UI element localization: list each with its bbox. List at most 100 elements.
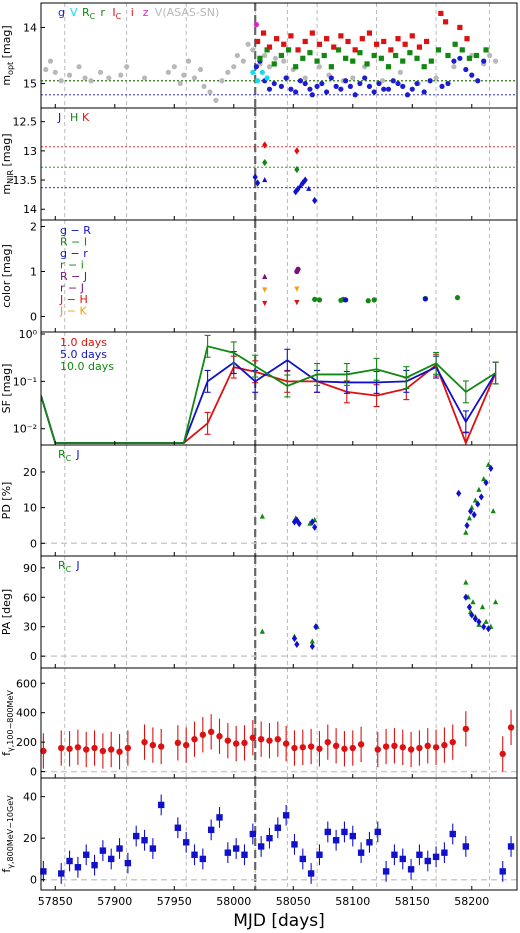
data-point: [414, 80, 420, 87]
y-tick-label: 10: [23, 502, 37, 515]
data-point: [462, 725, 470, 733]
y-tick-label: 13: [23, 145, 37, 158]
data-point: [266, 834, 273, 842]
data-point: [254, 78, 261, 84]
y-tick-label: 1: [30, 266, 37, 279]
sf-line: [41, 359, 497, 444]
data-point: [362, 75, 368, 81]
data-point: [343, 297, 349, 303]
data-point: [207, 728, 215, 736]
data-point: [466, 55, 472, 61]
data-point: [438, 10, 444, 17]
x-tick-label: 58100: [335, 895, 370, 908]
panel-pa: [41, 556, 517, 668]
data-point: [466, 603, 472, 611]
data-point: [307, 870, 315, 877]
panel-frame: [40, 219, 518, 333]
x-tick-label: 57950: [157, 895, 192, 908]
data-point: [252, 173, 258, 181]
x-tick-label: 58000: [216, 895, 251, 908]
data-point: [266, 86, 273, 92]
data-point: [224, 737, 232, 744]
data-point: [457, 55, 463, 61]
data-point: [82, 75, 88, 81]
data-point: [302, 38, 308, 45]
data-point: [378, 55, 384, 61]
data-point: [299, 744, 306, 751]
data-point: [88, 78, 94, 84]
data-point: [432, 853, 440, 861]
data-point: [118, 72, 124, 78]
data-point: [388, 47, 394, 53]
data-point: [157, 743, 165, 750]
data-point: [271, 61, 277, 67]
legend-entry: i: [131, 6, 134, 19]
data-point: [343, 78, 349, 84]
data-layer: [43, 66, 49, 73]
data-point: [381, 86, 387, 92]
data-point: [439, 83, 445, 89]
data-point: [91, 744, 98, 752]
axes-color: 0 1 2 g − RR − Ig − rr − iR − Jr − JJ − HJ …: [30, 219, 518, 333]
data-point: [281, 41, 287, 47]
legend-entry: g: [58, 6, 65, 19]
legend-entry: 5.0 days: [60, 348, 107, 361]
data-point: [293, 89, 299, 95]
data-point: [483, 47, 489, 53]
legend-entry: J − K: [59, 305, 87, 318]
y-tick-label: 20: [23, 832, 37, 845]
axes-fg2: 0 20 40: [23, 777, 518, 891]
x-tick-label: 58200: [454, 895, 489, 908]
data-point: [456, 489, 462, 497]
data-point: [407, 50, 413, 56]
x-tick-label: 58050: [276, 895, 311, 908]
data-point: [274, 735, 282, 743]
y-tick-label: 14: [23, 21, 37, 34]
data-point: [507, 843, 515, 850]
data-point: [74, 744, 82, 751]
panel-color: [64, 220, 491, 332]
data-point: [307, 50, 313, 56]
data-point: [216, 733, 223, 740]
data-point: [199, 731, 207, 738]
data-point: [201, 83, 207, 89]
data-point: [232, 740, 240, 747]
data-point: [250, 47, 256, 53]
data-point: [297, 78, 304, 84]
data-point: [278, 83, 284, 89]
data-point: [414, 55, 420, 61]
x-tick-label: 57850: [38, 895, 73, 908]
data-point: [492, 58, 499, 64]
legend-entry: r: [100, 6, 105, 19]
data-point: [402, 41, 408, 47]
data-point: [99, 747, 107, 755]
y-axis-label: mopt [mag]: [0, 25, 15, 85]
data-point: [316, 297, 323, 303]
y-tick-label: 10⁻¹: [13, 375, 37, 388]
data-point: [421, 64, 427, 70]
data-point: [488, 464, 494, 472]
data-point: [253, 22, 259, 28]
data-point: [40, 868, 47, 875]
data-point: [124, 859, 132, 867]
data-point: [191, 735, 198, 743]
data-point: [288, 86, 294, 92]
legend-entry: 10.0 days: [60, 360, 114, 373]
data-point: [291, 841, 298, 848]
data-point: [253, 64, 259, 70]
data-point: [376, 80, 382, 87]
data-point: [245, 41, 251, 47]
data-point: [321, 52, 327, 59]
data-point: [416, 851, 423, 858]
data-point: [463, 579, 469, 585]
data-point: [479, 603, 486, 610]
data-point: [374, 746, 381, 753]
axes-fg1: 0 200 400 600: [16, 667, 518, 779]
y-tick-label: 0: [30, 874, 37, 887]
data-point: [312, 523, 318, 531]
data-point: [302, 80, 308, 87]
legend: RC J: [58, 559, 80, 574]
data-point: [282, 740, 290, 747]
